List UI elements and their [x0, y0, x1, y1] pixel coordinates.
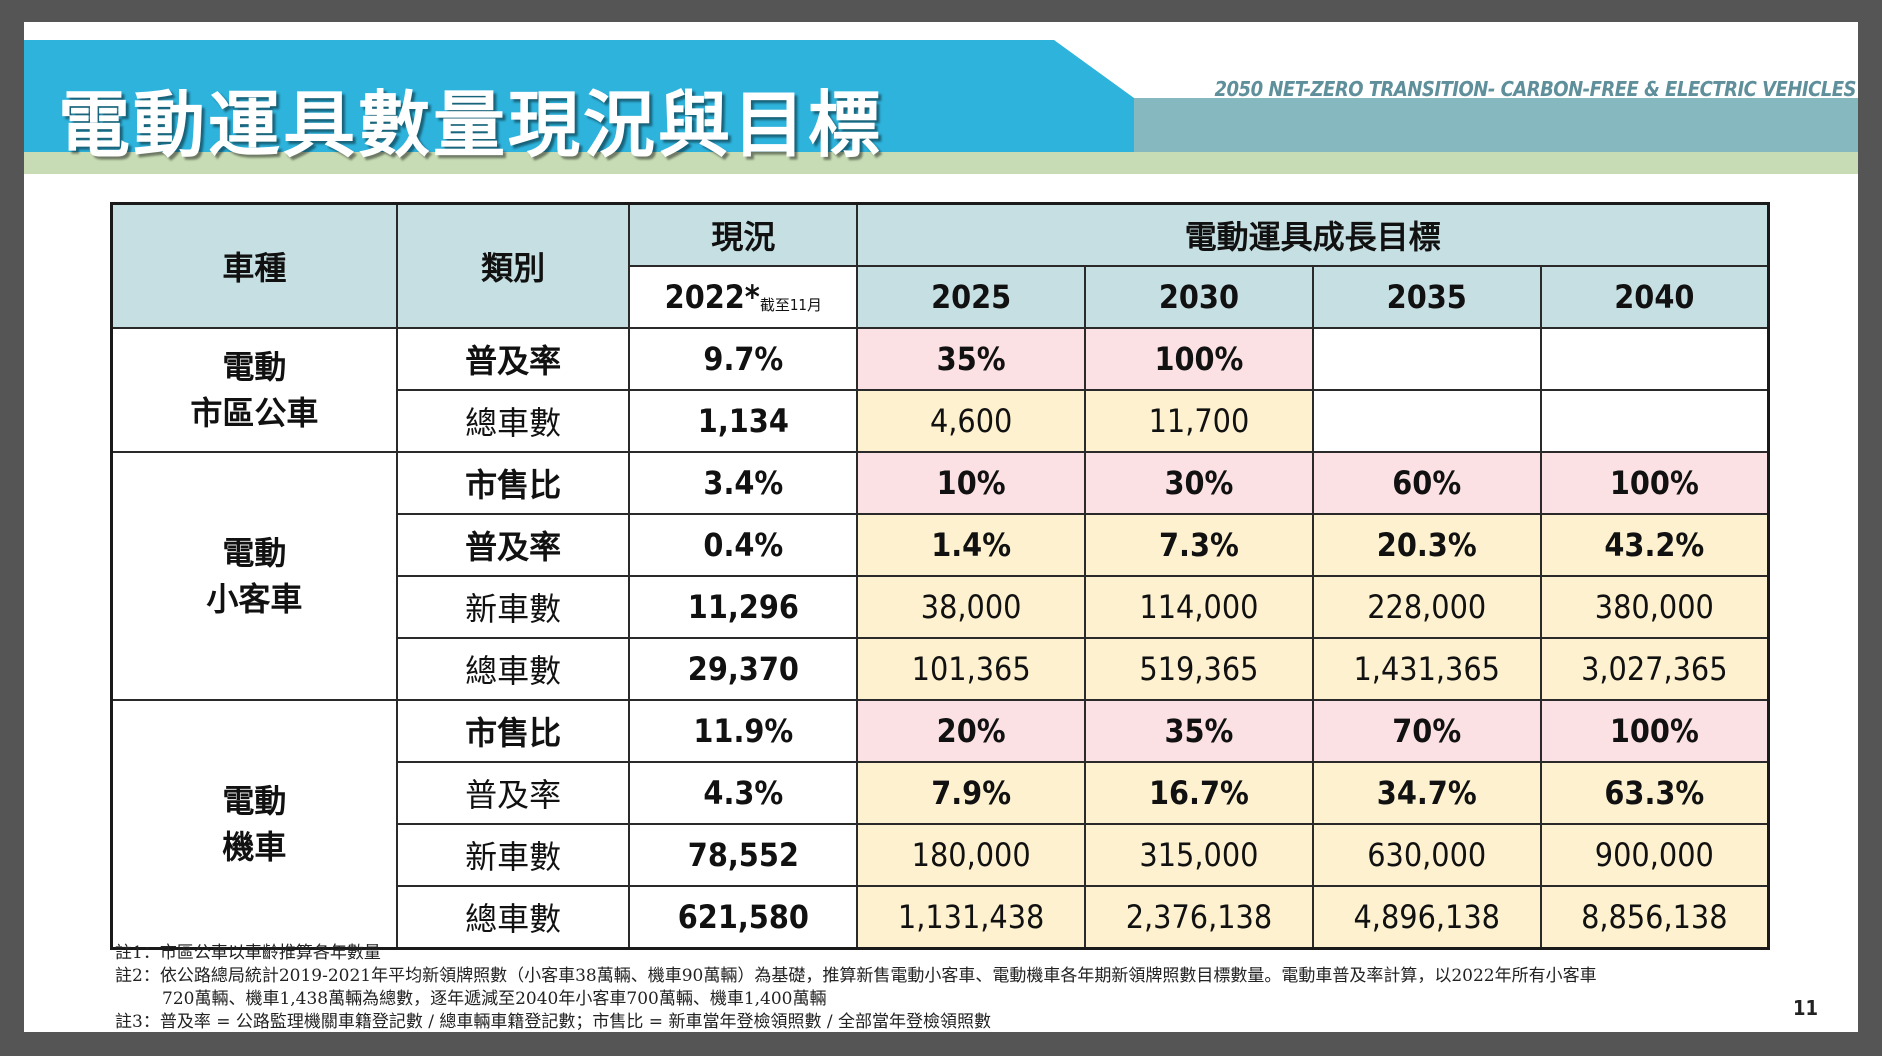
table-row: 電動 市區公車 普及率 9.7% 35% 100% [110, 327, 1770, 453]
footnote-3: 註3：普及率 = 公路監理機關車籍登記數 / 總車輛車籍登記數；市售比 = 新車… [115, 1012, 991, 1032]
table-row: 新車數 11,296 38,000 114,000 228,000 380,00… [112, 575, 1770, 639]
table-row: 總車數 621,580 1,131,438 2,376,138 4,896,13… [112, 885, 1770, 950]
target-cell: 43.2% [1539, 513, 1770, 577]
current-value-cell: 78,552 [628, 823, 859, 887]
target-cell: 2,376,138 [1084, 885, 1314, 950]
group-label-car: 電動 小客車 [110, 451, 398, 701]
header-row-2: 2022*截至11月 2025 2030 2035 2040 [112, 265, 1770, 329]
current-value-cell: 0.4% [628, 513, 859, 577]
footnote-2: 註2：依公路總局統計2019-2021年平均新領牌照數（小客車38萬輛、機車90… [115, 966, 1597, 986]
footnote-1: 註1：市區公車以車齡推算各年數量 [115, 943, 381, 963]
target-cell: 380,000 [1539, 575, 1770, 639]
current-value-cell: 11.9% [628, 699, 859, 763]
target-cell: 101,365 [856, 637, 1087, 701]
target-cell: 10% [856, 451, 1087, 515]
current-value-cell: 3.4% [628, 451, 859, 515]
target-cell [1311, 389, 1542, 453]
target-cell: 38,000 [856, 575, 1087, 639]
current-value-cell: 1,134 [628, 389, 859, 453]
target-cell: 114,000 [1084, 575, 1314, 639]
year-header-2025: 2025 [856, 265, 1087, 329]
category-cell: 新車數 [395, 823, 631, 887]
target-cell: 900,000 [1539, 823, 1770, 887]
target-cell: 35% [1084, 699, 1314, 763]
table-row: 電動 小客車 市售比 3.4% 10% 30% 60% 100% [110, 451, 1770, 701]
target-cell: 100% [1084, 327, 1314, 391]
target-cell: 519,365 [1084, 637, 1314, 701]
header-tagline: 2050 NET-ZERO TRANSITION- CARBON-FREE & … [1214, 77, 1857, 101]
target-cell: 20.3% [1311, 513, 1542, 577]
table-row: 普及率 4.3% 7.9% 16.7% 34.7% 63.3% [112, 761, 1770, 825]
target-cell: 63.3% [1539, 761, 1770, 825]
category-cell: 總車數 [395, 885, 631, 950]
category-cell: 普及率 [395, 513, 631, 577]
target-cell: 315,000 [1084, 823, 1314, 887]
target-cell: 228,000 [1311, 575, 1542, 639]
header-row-1: 車種 類別 現況 電動運具成長目標 [110, 202, 1770, 329]
category-cell: 市售比 [395, 699, 631, 763]
target-cell: 70% [1311, 699, 1542, 763]
group-label-scooter: 電動 機車 [110, 699, 398, 950]
target-cell [1311, 327, 1542, 391]
current-year-note: 截至11月 [759, 296, 822, 314]
header-band-blue [24, 40, 1134, 152]
footnote-2-continued: 720萬輛、機車1,438萬輛為總數，逐年遞減至2040年小客車700萬輛、機車… [162, 989, 827, 1009]
category-cell: 總車數 [395, 637, 631, 701]
target-cell: 35% [856, 327, 1087, 391]
target-cell: 1,131,438 [856, 885, 1087, 950]
target-cell: 1.4% [856, 513, 1087, 577]
ev-targets-table: 車種 類別 現況 電動運具成長目標 2022*截至11月 2025 2030 2… [110, 202, 1770, 950]
year-header-2030: 2030 [1084, 265, 1314, 329]
target-cell: 7.3% [1084, 513, 1314, 577]
col-header-current: 現況 [628, 202, 859, 267]
category-cell: 普及率 [395, 761, 631, 825]
target-cell: 100% [1539, 451, 1770, 515]
col-header-category: 類別 [395, 202, 631, 329]
footnotes: 註1：市區公車以車齡推算各年數量 註2：依公路總局統計2019-2021年平均新… [115, 942, 1815, 1032]
table-row: 總車數 29,370 101,365 519,365 1,431,365 3,0… [112, 637, 1770, 701]
target-cell: 100% [1539, 699, 1770, 763]
target-cell: 630,000 [1311, 823, 1542, 887]
year-header-2035: 2035 [1311, 265, 1542, 329]
target-cell [1539, 389, 1770, 453]
table-row: 新車數 78,552 180,000 315,000 630,000 900,0… [112, 823, 1770, 887]
page-title: 電動運具數量現況與目標 [58, 83, 884, 167]
target-cell: 7.9% [856, 761, 1087, 825]
current-value-cell: 621,580 [628, 885, 859, 950]
target-cell: 180,000 [856, 823, 1087, 887]
page-number: 11 [1792, 996, 1818, 1020]
col-header-targets: 電動運具成長目標 [856, 202, 1770, 267]
header-band-green [24, 152, 1858, 174]
category-cell: 普及率 [395, 327, 631, 391]
target-cell: 20% [856, 699, 1087, 763]
target-cell: 11,700 [1084, 389, 1314, 453]
target-cell: 60% [1311, 451, 1542, 515]
col-header-vehicle: 車種 [110, 202, 398, 329]
target-cell: 1,431,365 [1311, 637, 1542, 701]
category-cell: 新車數 [395, 575, 631, 639]
table-row: 普及率 0.4% 1.4% 7.3% 20.3% 43.2% [112, 513, 1770, 577]
target-cell: 4,896,138 [1311, 885, 1542, 950]
group-label-bus: 電動 市區公車 [110, 327, 398, 453]
table-row: 電動 機車 市售比 11.9% 20% 35% 70% 100% [110, 699, 1770, 950]
year-header-2040: 2040 [1539, 265, 1770, 329]
category-cell: 總車數 [395, 389, 631, 453]
col-header-current-year: 2022*截至11月 [628, 265, 859, 329]
target-cell: 8,856,138 [1539, 885, 1770, 950]
current-value-cell: 9.7% [628, 327, 859, 391]
target-cell: 3,027,365 [1539, 637, 1770, 701]
target-cell: 30% [1084, 451, 1314, 515]
target-cell: 4,600 [856, 389, 1087, 453]
current-value-cell: 11,296 [628, 575, 859, 639]
target-cell [1539, 327, 1770, 391]
current-year: 2022* [664, 278, 760, 316]
target-cell: 16.7% [1084, 761, 1314, 825]
category-cell: 市售比 [395, 451, 631, 515]
target-cell: 34.7% [1311, 761, 1542, 825]
slide: 電動運具數量現況與目標 2050 NET-ZERO TRANSITION- CA… [24, 22, 1858, 1032]
current-value-cell: 29,370 [628, 637, 859, 701]
current-value-cell: 4.3% [628, 761, 859, 825]
table-row: 總車數 1,134 4,600 11,700 [112, 389, 1770, 453]
